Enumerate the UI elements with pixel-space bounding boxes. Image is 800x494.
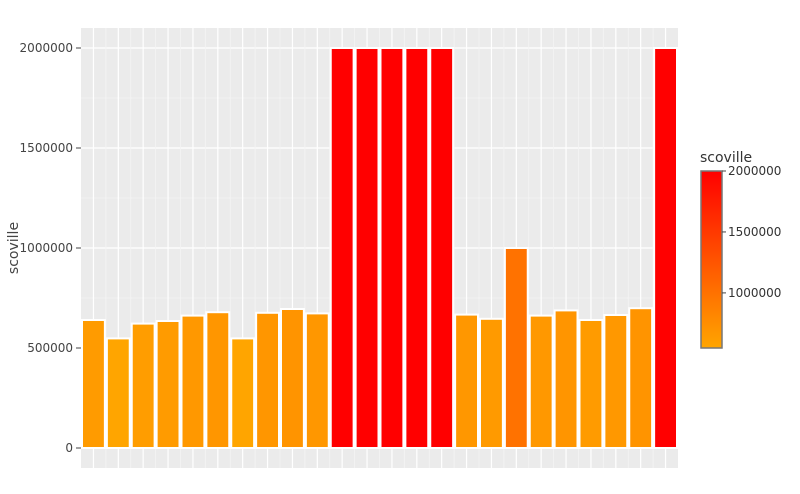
colorbar-tick-label: 1500000 xyxy=(728,225,781,239)
bar xyxy=(528,314,554,449)
bars xyxy=(81,47,678,450)
colorbar: scoville 1000000 1500000 2000000 xyxy=(700,150,781,349)
bar xyxy=(354,47,380,449)
bar xyxy=(255,311,280,449)
bar xyxy=(429,47,455,449)
bar xyxy=(578,319,604,449)
y-tick-label: 1500000 xyxy=(20,141,73,155)
bar xyxy=(230,337,256,449)
bar xyxy=(329,47,355,449)
colorbar-tick-label: 2000000 xyxy=(728,164,781,178)
colorbar-gradient xyxy=(700,170,723,349)
bar xyxy=(653,47,678,449)
bar xyxy=(603,314,629,449)
bar xyxy=(205,311,231,450)
bar xyxy=(105,337,131,449)
bar xyxy=(479,317,504,449)
bar xyxy=(180,314,206,449)
bar xyxy=(454,313,479,449)
y-tick-label: 1000000 xyxy=(20,241,73,255)
bar xyxy=(155,320,181,449)
bar xyxy=(553,309,579,449)
y-axis: 0 500000 1000000 1500000 2000000 xyxy=(20,41,81,455)
y-tick-label: 0 xyxy=(65,441,73,455)
bar xyxy=(404,47,430,449)
y-axis-title: scoville xyxy=(6,222,22,274)
bar xyxy=(503,247,529,449)
y-tick-label: 2000000 xyxy=(20,41,73,55)
bar xyxy=(130,322,156,450)
bar xyxy=(304,312,330,449)
bar xyxy=(280,308,305,449)
y-tick-label: 500000 xyxy=(27,341,73,355)
colorbar-tick-label: 1000000 xyxy=(728,286,781,300)
bar xyxy=(81,319,106,449)
colorbar-title: scoville xyxy=(700,150,752,166)
bar xyxy=(379,47,405,449)
bar xyxy=(628,307,654,450)
